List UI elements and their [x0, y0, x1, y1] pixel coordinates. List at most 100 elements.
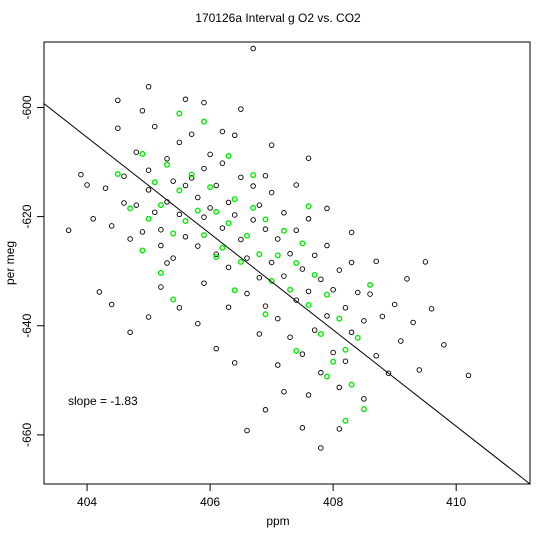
- data-point: [274, 252, 281, 259]
- data-point: [170, 230, 177, 237]
- data-point: [330, 349, 336, 356]
- data-point: [305, 288, 312, 295]
- data-point: [323, 291, 330, 298]
- data-point: [139, 150, 146, 157]
- data-point: [441, 342, 447, 348]
- data-point: [336, 384, 343, 391]
- data-point: [133, 202, 140, 208]
- data-point: [176, 139, 183, 146]
- data-point: [262, 172, 269, 179]
- data-point: [422, 259, 429, 265]
- data-point: [207, 151, 213, 158]
- data-point: [262, 216, 269, 223]
- data-point: [201, 280, 207, 286]
- data-point: [96, 289, 103, 295]
- data-point: [367, 281, 374, 288]
- data-point: [268, 278, 275, 285]
- data-point: [299, 425, 306, 431]
- data-point: [231, 196, 238, 203]
- data-point: [336, 426, 343, 432]
- data-point: [416, 367, 423, 373]
- data-point: [287, 334, 293, 340]
- data-point: [151, 123, 158, 130]
- x-tick-label: 406: [200, 495, 220, 509]
- data-point: [121, 200, 127, 206]
- data-point: [361, 396, 367, 402]
- data-point: [244, 255, 250, 261]
- data-point: [188, 175, 195, 181]
- data-point: [164, 260, 170, 266]
- data-point: [225, 264, 232, 271]
- data-point: [200, 118, 207, 125]
- data-point: [170, 178, 176, 184]
- data-point: [207, 184, 214, 191]
- data-point: [311, 272, 318, 279]
- data-point: [293, 227, 299, 234]
- data-point: [225, 304, 232, 310]
- data-point: [268, 142, 275, 148]
- data-point: [293, 260, 300, 267]
- data-point: [293, 297, 299, 303]
- data-point: [262, 226, 269, 232]
- data-point: [219, 160, 226, 166]
- data-point: [342, 304, 349, 311]
- data-point: [188, 131, 195, 137]
- data-point: [231, 132, 238, 139]
- data-point: [293, 182, 299, 188]
- data-point: [207, 205, 213, 211]
- data-point: [200, 232, 207, 239]
- data-point: [139, 229, 146, 235]
- plot-area: 404 406 408 410 -600 -620 -640 -660: [20, 41, 531, 509]
- x-axis-label: ppm: [266, 514, 289, 528]
- data-point: [90, 216, 96, 222]
- data-point: [318, 445, 324, 451]
- data-point: [398, 338, 404, 344]
- data-point: [275, 315, 281, 322]
- data-point: [65, 227, 72, 234]
- data-point: [127, 329, 133, 336]
- data-point: [176, 304, 183, 311]
- data-point: [373, 258, 379, 265]
- data-point: [318, 276, 324, 283]
- data-point: [231, 212, 238, 218]
- data-point: [225, 199, 232, 206]
- data-point: [238, 236, 244, 243]
- data-point: [348, 229, 355, 236]
- y-tick-label: -620: [20, 204, 34, 228]
- data-point: [201, 99, 207, 106]
- data-point: [342, 417, 349, 424]
- data-point: [250, 183, 256, 189]
- data-point: [182, 96, 189, 103]
- data-point: [262, 311, 269, 318]
- data-point: [305, 155, 312, 161]
- y-tick-label: -660: [20, 423, 34, 447]
- data-point: [348, 259, 355, 266]
- data-point: [250, 217, 256, 223]
- data-point: [115, 125, 121, 131]
- data-point: [238, 106, 244, 112]
- data-point: [145, 167, 152, 173]
- data-point: [250, 45, 256, 52]
- data-point: [157, 269, 164, 276]
- data-point: [151, 179, 158, 186]
- data-point: [213, 208, 220, 215]
- data-point: [121, 173, 127, 179]
- data-point: [311, 327, 318, 333]
- data-point: [324, 313, 330, 319]
- data-point: [127, 205, 134, 212]
- data-point: [293, 347, 300, 354]
- data-point: [299, 266, 306, 272]
- data-point: [231, 360, 238, 366]
- data-point: [176, 110, 183, 117]
- data-point: [318, 369, 324, 376]
- data-point: [330, 358, 337, 365]
- data-point: [361, 318, 367, 324]
- y-axis-label: per meg: [3, 241, 17, 285]
- data-point: [354, 334, 361, 341]
- data-point: [250, 172, 257, 179]
- data-point: [84, 182, 90, 188]
- chart-title: 170126a Interval g O2 vs. CO2: [195, 11, 361, 25]
- data-point: [281, 273, 287, 279]
- data-point: [428, 306, 435, 312]
